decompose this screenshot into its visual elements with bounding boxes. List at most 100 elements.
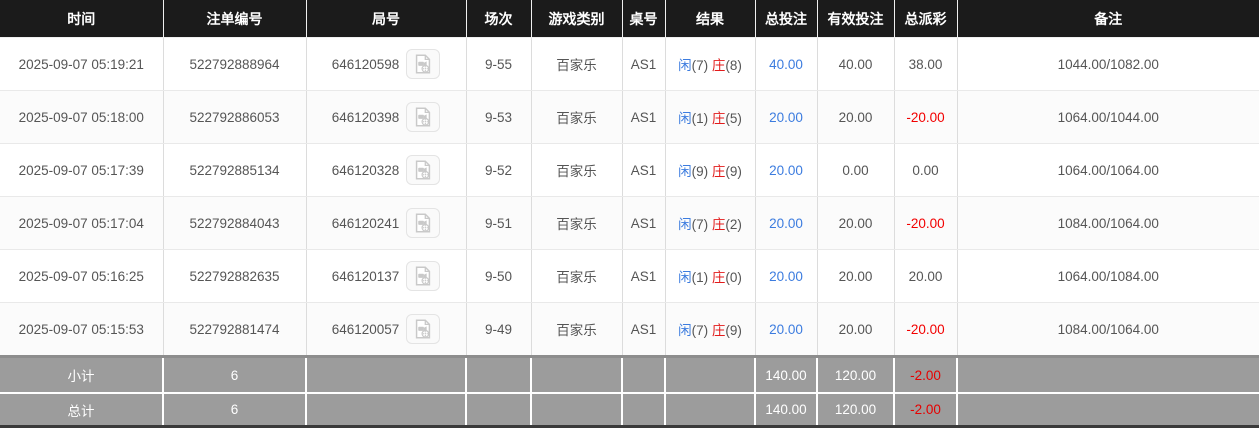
player-result-score: (1) (691, 270, 712, 285)
cell-bet-id: 522792884043 (163, 196, 307, 250)
round-number: 646120057 (331, 321, 400, 337)
col-header-bet_id: 注单编号 (163, 0, 307, 38)
cell-session: 9-52 (466, 143, 532, 197)
video-replay-button[interactable] (406, 49, 441, 79)
video-file-icon (412, 265, 434, 287)
footer-total-bet: 140.00 (755, 355, 818, 394)
video-file-icon (412, 212, 434, 234)
cell-total-bet: 20.00 (755, 196, 818, 250)
round-number: 646120598 (331, 56, 400, 72)
cell-result: 闲(7) 庄(2) (665, 196, 756, 250)
footer-empty-remark (957, 393, 1259, 427)
cell-remark: 1084.00/1064.00 (957, 302, 1259, 358)
cell-valid-bet: 20.00 (817, 302, 895, 358)
cell-time: 2025-09-07 05:16:25 (0, 249, 164, 303)
footer-empty-result (665, 393, 756, 427)
cell-game-type: 百家乐 (531, 249, 623, 303)
col-header-total_bet: 总投注 (755, 0, 818, 38)
player-result-score: (7) (691, 323, 712, 338)
cell-game-type: 百家乐 (531, 37, 623, 91)
footer-empty-result (665, 355, 756, 394)
footer-total-bet: 140.00 (755, 393, 818, 427)
cell-round: 646120398 (306, 90, 467, 144)
video-replay-button[interactable] (406, 102, 441, 132)
cell-round: 646120137 (306, 249, 467, 303)
cell-bet-id: 522792886053 (163, 90, 307, 144)
banker-result-label: 庄 (711, 164, 726, 179)
col-header-result: 结果 (665, 0, 756, 38)
footer-label: 总计 (0, 393, 164, 427)
cell-total-payout: 38.00 (894, 37, 958, 91)
banker-result-label: 庄 (711, 111, 726, 126)
col-header-session: 场次 (466, 0, 532, 38)
video-replay-button[interactable] (406, 314, 441, 344)
cell-total-bet: 20.00 (755, 90, 818, 144)
footer-count: 6 (163, 393, 307, 427)
player-result-label: 闲 (678, 217, 692, 232)
cell-table-no: AS1 (622, 249, 666, 303)
cell-session: 9-53 (466, 90, 532, 144)
footer-total-payout: -2.00 (894, 355, 958, 394)
round-number: 646120398 (331, 109, 400, 125)
cell-table-no: AS1 (622, 37, 666, 91)
banker-result-label: 庄 (711, 270, 726, 285)
round-number: 646120137 (331, 268, 400, 284)
round-number-group: 646120057 (332, 314, 441, 344)
cell-table-no: AS1 (622, 196, 666, 250)
video-file-icon (412, 106, 434, 128)
cell-time: 2025-09-07 05:19:21 (0, 37, 164, 91)
cell-table-no: AS1 (622, 90, 666, 144)
player-result-label: 闲 (678, 270, 692, 285)
col-header-total_payout: 总派彩 (894, 0, 958, 38)
subtotal-row: 小计 6 140.00 120.00 -2.00 (0, 355, 1259, 394)
table-row: 2025-09-07 05:17:39 522792885134 646120328… (0, 143, 1259, 197)
cell-valid-bet: 20.00 (817, 90, 895, 144)
cell-session: 9-49 (466, 302, 532, 358)
footer-empty-table (622, 393, 666, 427)
banker-result-score: (2) (725, 217, 742, 232)
table-row: 2025-09-07 05:15:53 522792881474 646120057… (0, 302, 1259, 358)
cell-result: 闲(7) 庄(9) (665, 302, 756, 358)
video-replay-button[interactable] (406, 155, 441, 185)
grandtotal-row: 总计 6 140.00 120.00 -2.00 (0, 393, 1259, 427)
cell-round: 646120328 (306, 143, 467, 197)
table-footer: 小计 6 140.00 120.00 -2.00 总计 6 140.00 120.00 -2.00 (0, 355, 1259, 427)
cell-total-payout: -20.00 (894, 302, 958, 358)
cell-round: 646120241 (306, 196, 467, 250)
col-header-round: 局号 (306, 0, 467, 38)
cell-game-type: 百家乐 (531, 196, 623, 250)
table-body: 2025-09-07 05:19:21 522792888964 646120598… (0, 37, 1259, 358)
table-row: 2025-09-07 05:17:04 522792884043 646120241… (0, 196, 1259, 250)
cell-round: 646120598 (306, 37, 467, 91)
footer-valid-bet: 120.00 (817, 393, 895, 427)
cell-game-type: 百家乐 (531, 143, 623, 197)
player-result-score: (7) (691, 58, 712, 73)
table-row: 2025-09-07 05:16:25 522792882635 646120137… (0, 249, 1259, 303)
player-result-score: (9) (691, 164, 712, 179)
cell-table-no: AS1 (622, 143, 666, 197)
col-header-table_no: 桌号 (622, 0, 666, 38)
cell-result: 闲(1) 庄(5) (665, 90, 756, 144)
cell-table-no: AS1 (622, 302, 666, 358)
banker-result-score: (5) (725, 111, 742, 126)
footer-empty-session (466, 355, 532, 394)
player-result-score: (1) (691, 111, 712, 126)
footer-empty-table (622, 355, 666, 394)
cell-time: 2025-09-07 05:17:04 (0, 196, 164, 250)
header-row: 时间 注单编号 局号 场次 游戏类别 桌号 结果 总投注 有效投注 总派彩 备注 (0, 0, 1259, 38)
player-result-label: 闲 (678, 164, 692, 179)
banker-result-score: (9) (725, 323, 742, 338)
col-header-time: 时间 (0, 0, 164, 38)
cell-bet-id: 522792888964 (163, 37, 307, 91)
cell-remark: 1084.00/1064.00 (957, 196, 1259, 250)
table-row: 2025-09-07 05:18:00 522792886053 646120398… (0, 90, 1259, 144)
player-result-score: (7) (691, 217, 712, 232)
cell-remark: 1064.00/1084.00 (957, 249, 1259, 303)
footer-empty-game (531, 393, 623, 427)
video-replay-button[interactable] (406, 208, 441, 238)
video-replay-button[interactable] (406, 261, 441, 291)
cell-total-payout: 0.00 (894, 143, 958, 197)
cell-bet-id: 522792885134 (163, 143, 307, 197)
player-result-label: 闲 (678, 111, 692, 126)
